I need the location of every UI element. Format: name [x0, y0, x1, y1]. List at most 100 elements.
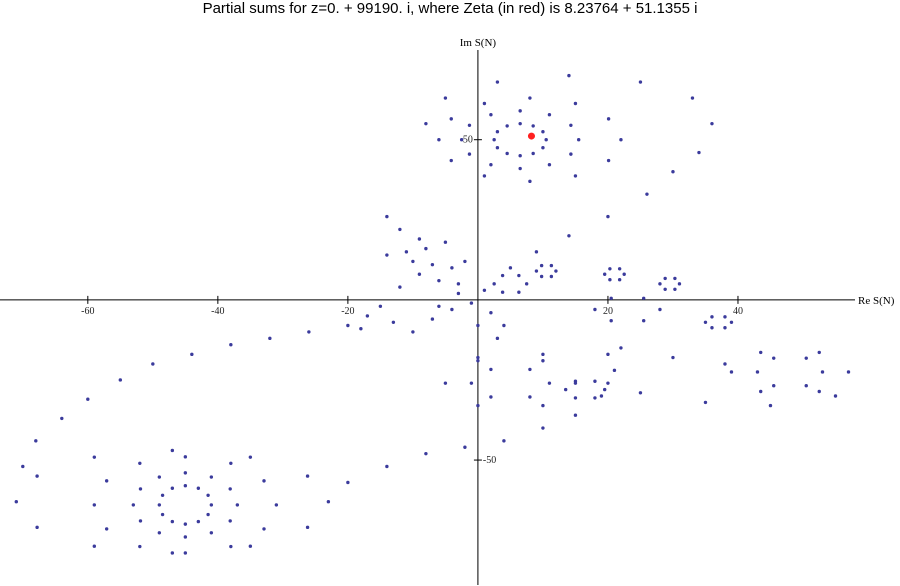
- point: [517, 273, 521, 278]
- point: [567, 234, 571, 238]
- point: [622, 272, 626, 276]
- point: [228, 519, 232, 523]
- point: [463, 259, 467, 264]
- point: [398, 227, 402, 232]
- point: [469, 381, 474, 385]
- point: [569, 152, 573, 156]
- point: [755, 370, 760, 374]
- point: [495, 129, 500, 134]
- point: [549, 263, 554, 268]
- point: [703, 320, 708, 325]
- point: [437, 138, 441, 142]
- point: [495, 146, 500, 150]
- point: [34, 439, 38, 443]
- point: [131, 503, 136, 507]
- point: [183, 522, 188, 526]
- point: [547, 381, 552, 385]
- point: [518, 154, 522, 158]
- point: [424, 451, 428, 456]
- point: [710, 121, 714, 126]
- point: [528, 367, 532, 372]
- point: [641, 296, 646, 300]
- point: [599, 394, 604, 398]
- point: [528, 395, 532, 399]
- point: [549, 274, 554, 279]
- point: [677, 282, 682, 286]
- point: [170, 519, 175, 524]
- point: [531, 124, 535, 128]
- point: [430, 262, 435, 267]
- point: [492, 282, 496, 286]
- point: [489, 367, 493, 372]
- point: [228, 487, 232, 491]
- point: [183, 455, 188, 459]
- point: [206, 493, 210, 497]
- point: [619, 346, 623, 350]
- point: [229, 343, 233, 347]
- point: [138, 519, 143, 523]
- point: [573, 396, 578, 400]
- point: [820, 370, 825, 374]
- point: [21, 464, 25, 469]
- point: [170, 551, 175, 555]
- point: [528, 96, 532, 100]
- point: [638, 391, 643, 395]
- point: [569, 123, 573, 127]
- point: [482, 174, 487, 178]
- point: [305, 474, 310, 478]
- point: [500, 273, 505, 278]
- point: [417, 237, 422, 241]
- point: [518, 166, 522, 171]
- point: [190, 352, 194, 357]
- point: [262, 479, 266, 483]
- point: [378, 304, 383, 308]
- point: [541, 403, 545, 408]
- point: [573, 381, 578, 385]
- point: [541, 129, 545, 134]
- point: [160, 493, 165, 497]
- point: [469, 301, 474, 305]
- point: [157, 475, 162, 479]
- point: [612, 368, 617, 373]
- point: [14, 500, 19, 504]
- point: [443, 240, 448, 244]
- point: [489, 113, 493, 117]
- point: [274, 503, 279, 507]
- point: [196, 519, 201, 524]
- point: [359, 327, 363, 331]
- point: [723, 326, 727, 330]
- point: [138, 544, 142, 549]
- point: [437, 304, 441, 308]
- point: [138, 487, 143, 491]
- point: [609, 296, 613, 300]
- point: [268, 336, 272, 341]
- point: [547, 162, 552, 167]
- point: [508, 266, 513, 270]
- point: [417, 272, 422, 276]
- point: [645, 192, 649, 196]
- point: [500, 290, 505, 294]
- point: [617, 267, 622, 271]
- point: [35, 474, 39, 478]
- point: [606, 158, 611, 163]
- point: [505, 124, 509, 128]
- point: [608, 267, 612, 271]
- point: [60, 416, 64, 421]
- point: [593, 379, 597, 383]
- point: [151, 362, 155, 366]
- point: [92, 503, 97, 507]
- point: [489, 395, 493, 399]
- point: [576, 138, 581, 142]
- point: [759, 389, 763, 394]
- point: [476, 323, 480, 328]
- point: [723, 315, 727, 319]
- point: [170, 448, 175, 453]
- point: [35, 525, 39, 530]
- point: [305, 525, 310, 530]
- point: [573, 174, 578, 178]
- point: [573, 413, 578, 417]
- point: [617, 277, 622, 282]
- point: [456, 291, 461, 296]
- point: [534, 250, 539, 254]
- point: [606, 352, 610, 357]
